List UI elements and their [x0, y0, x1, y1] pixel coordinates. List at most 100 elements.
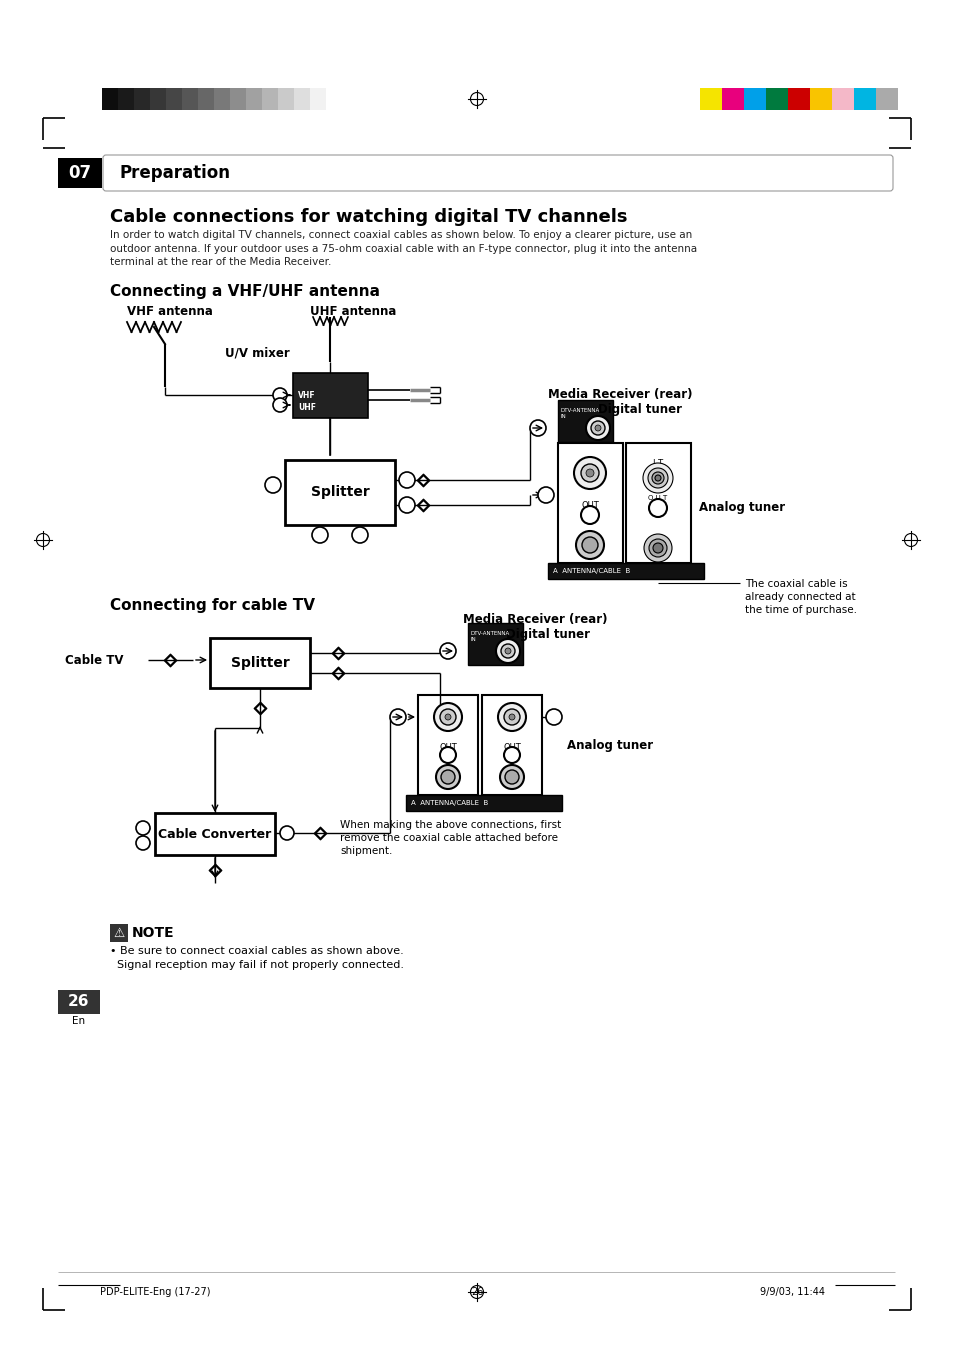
Text: Connecting a VHF/UHF antenna: Connecting a VHF/UHF antenna [110, 284, 379, 299]
Text: 26: 26 [471, 1288, 482, 1297]
Circle shape [503, 747, 519, 763]
Circle shape [503, 709, 519, 725]
Text: NOTE: NOTE [132, 925, 174, 940]
Bar [558, 400, 613, 442]
Text: En: En [72, 1016, 86, 1025]
Bar [310, 88, 326, 109]
Circle shape [273, 388, 287, 403]
Text: I T: I T [652, 458, 662, 467]
Circle shape [580, 507, 598, 524]
FancyBboxPatch shape [103, 155, 892, 190]
Circle shape [439, 747, 456, 763]
Bar [213, 88, 230, 109]
Bar [809, 88, 831, 109]
Circle shape [273, 399, 287, 412]
Text: OUT: OUT [502, 743, 520, 751]
Circle shape [390, 709, 406, 725]
Text: In order to watch digital TV channels, connect coaxial cables as shown below. To: In order to watch digital TV channels, c… [110, 230, 697, 267]
Bar [721, 88, 743, 109]
Text: IN: IN [560, 413, 566, 419]
Text: Cable Converter: Cable Converter [158, 828, 272, 840]
Text: UHF: UHF [297, 403, 315, 412]
Circle shape [444, 713, 451, 720]
Text: • Be sure to connect coaxial cables as shown above.
  Signal reception may fail : • Be sure to connect coaxial cables as s… [110, 946, 403, 970]
Bar [246, 88, 262, 109]
Text: UHF antenna: UHF antenna [310, 305, 395, 317]
Text: ⚠: ⚠ [113, 927, 125, 939]
Circle shape [439, 709, 456, 725]
Text: O U T: O U T [648, 494, 667, 501]
Text: A  ANTENNA/CABLE  B: A ANTENNA/CABLE B [553, 567, 630, 574]
Bar [765, 88, 787, 109]
Bar [743, 88, 765, 109]
Text: Digital tuner: Digital tuner [505, 628, 589, 640]
Circle shape [642, 463, 672, 493]
Circle shape [585, 416, 609, 440]
Bar [547, 563, 703, 580]
Text: Connecting for cable TV: Connecting for cable TV [110, 598, 314, 613]
Circle shape [436, 765, 459, 789]
Bar [58, 158, 102, 188]
Circle shape [574, 457, 605, 489]
Text: Analog tuner: Analog tuner [566, 739, 653, 751]
Text: IN: IN [471, 638, 476, 642]
Circle shape [648, 539, 666, 557]
Circle shape [655, 476, 660, 481]
Text: OUT: OUT [580, 500, 598, 509]
Circle shape [651, 471, 663, 484]
Circle shape [595, 426, 600, 431]
Text: Cable TV: Cable TV [65, 654, 123, 666]
Text: Cable connections for watching digital TV channels: Cable connections for watching digital T… [110, 208, 627, 226]
Circle shape [136, 836, 150, 850]
Circle shape [585, 469, 594, 477]
Bar [102, 88, 118, 109]
Bar [110, 924, 128, 942]
Bar [150, 88, 166, 109]
Circle shape [509, 713, 515, 720]
Text: DTV-ANTENNA: DTV-ANTENNA [471, 631, 510, 636]
Bar [558, 443, 622, 563]
Circle shape [497, 703, 525, 731]
Bar [700, 88, 721, 109]
Circle shape [280, 825, 294, 840]
Circle shape [647, 467, 667, 488]
Circle shape [398, 497, 415, 513]
Bar [154, 813, 274, 855]
Text: A  ANTENNA/CABLE  B: A ANTENNA/CABLE B [411, 800, 488, 807]
Text: 26: 26 [69, 994, 90, 1009]
Text: Analog tuner: Analog tuner [699, 501, 784, 515]
Circle shape [398, 471, 415, 488]
Bar [182, 88, 198, 109]
Text: PDP-ELITE-Eng (17-27): PDP-ELITE-Eng (17-27) [100, 1288, 211, 1297]
Bar [787, 88, 809, 109]
Bar [853, 88, 875, 109]
Bar [875, 88, 897, 109]
Text: When making the above connections, first
remove the coaxial cable attached befor: When making the above connections, first… [339, 820, 560, 857]
Circle shape [576, 531, 603, 559]
Text: VHF antenna: VHF antenna [127, 305, 213, 317]
Circle shape [440, 770, 455, 784]
Text: Preparation: Preparation [120, 163, 231, 182]
Bar [166, 88, 182, 109]
Circle shape [312, 527, 328, 543]
Bar [468, 623, 522, 665]
Text: 9/9/03, 11:44: 9/9/03, 11:44 [760, 1288, 824, 1297]
Circle shape [581, 536, 598, 553]
Circle shape [439, 643, 456, 659]
Circle shape [496, 639, 519, 663]
Bar [230, 88, 246, 109]
Text: U/V mixer: U/V mixer [225, 346, 290, 359]
Bar [118, 88, 133, 109]
Circle shape [530, 420, 545, 436]
Circle shape [499, 765, 523, 789]
Text: Splitter: Splitter [231, 657, 289, 670]
Text: The coaxial cable is
already connected at
the time of purchase.: The coaxial cable is already connected a… [744, 580, 856, 616]
Circle shape [648, 499, 666, 517]
Circle shape [504, 770, 518, 784]
Text: DTV-ANTENNA: DTV-ANTENNA [560, 408, 599, 413]
Circle shape [136, 821, 150, 835]
Bar [293, 373, 368, 417]
Circle shape [545, 709, 561, 725]
Bar [625, 443, 690, 563]
Text: 07: 07 [69, 163, 91, 182]
